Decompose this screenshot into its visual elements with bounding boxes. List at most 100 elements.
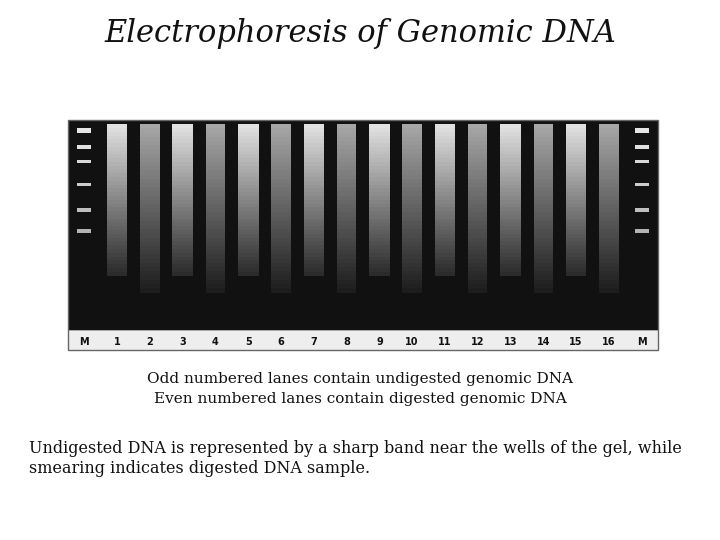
Bar <box>566 215 586 219</box>
Bar <box>238 147 258 151</box>
Bar <box>566 226 586 231</box>
Bar <box>369 128 390 132</box>
Bar <box>500 139 521 144</box>
Bar <box>107 268 127 272</box>
Bar <box>206 275 225 280</box>
Bar <box>599 254 618 259</box>
Bar <box>238 219 258 223</box>
Bar <box>468 225 487 229</box>
Bar <box>238 207 258 212</box>
Bar <box>140 150 160 154</box>
Bar <box>369 238 390 242</box>
Bar <box>468 271 487 276</box>
Bar <box>599 267 618 272</box>
Bar <box>304 158 324 163</box>
Text: 14: 14 <box>536 337 550 347</box>
Bar <box>599 288 618 293</box>
Bar <box>566 196 586 200</box>
Bar <box>500 226 521 231</box>
Bar <box>206 129 225 133</box>
Bar <box>468 124 487 129</box>
Bar <box>435 177 455 181</box>
Bar <box>238 222 258 227</box>
Bar <box>402 284 422 288</box>
Bar <box>500 177 521 181</box>
Bar <box>599 162 618 167</box>
Bar <box>468 191 487 196</box>
Bar <box>107 234 127 238</box>
Bar <box>534 174 553 179</box>
Bar <box>402 145 422 150</box>
Bar <box>337 259 356 264</box>
Bar <box>78 129 91 133</box>
Bar <box>206 254 225 259</box>
Bar <box>599 212 618 217</box>
Bar <box>337 133 356 137</box>
Bar <box>140 145 160 150</box>
Bar <box>337 280 356 284</box>
Bar <box>304 230 324 234</box>
Bar <box>173 188 193 193</box>
Bar <box>271 166 291 171</box>
Bar <box>337 137 356 141</box>
Bar <box>140 238 160 242</box>
Bar <box>635 129 649 133</box>
Bar <box>435 245 455 249</box>
Bar <box>468 212 487 217</box>
Bar <box>369 211 390 215</box>
Text: 7: 7 <box>310 337 318 347</box>
Bar <box>140 242 160 246</box>
Bar <box>206 150 225 154</box>
Bar <box>271 233 291 238</box>
Bar <box>238 177 258 181</box>
Bar <box>534 124 553 129</box>
Text: 2: 2 <box>147 337 153 347</box>
Bar <box>402 162 422 167</box>
Bar <box>534 238 553 242</box>
Bar <box>173 170 193 174</box>
Bar <box>435 256 455 261</box>
Bar <box>500 188 521 193</box>
Bar <box>500 124 521 129</box>
Bar <box>369 272 390 276</box>
Bar <box>402 183 422 188</box>
Bar <box>107 238 127 242</box>
Bar <box>369 200 390 204</box>
Bar <box>206 271 225 276</box>
Bar <box>107 185 127 189</box>
Bar <box>271 129 291 133</box>
Bar <box>140 195 160 200</box>
Bar <box>271 191 291 196</box>
Bar <box>435 188 455 193</box>
Bar <box>206 242 225 246</box>
Bar <box>369 196 390 200</box>
Bar <box>402 271 422 276</box>
Bar <box>337 174 356 179</box>
Bar <box>500 238 521 242</box>
Bar <box>271 267 291 272</box>
Bar <box>107 132 127 136</box>
Bar <box>238 234 258 238</box>
Bar <box>140 153 160 158</box>
Bar <box>435 211 455 215</box>
Bar <box>140 124 160 129</box>
Bar <box>468 153 487 158</box>
Bar <box>107 158 127 163</box>
Bar <box>140 267 160 272</box>
Bar <box>173 222 193 227</box>
Text: 4: 4 <box>212 337 219 347</box>
Bar <box>337 246 356 251</box>
Bar <box>238 185 258 189</box>
Bar <box>238 253 258 257</box>
Bar <box>206 166 225 171</box>
Bar <box>402 246 422 251</box>
Bar <box>635 229 649 233</box>
Bar <box>304 245 324 249</box>
Bar <box>566 253 586 257</box>
Bar <box>304 177 324 181</box>
Bar <box>468 150 487 154</box>
Bar <box>337 171 356 175</box>
Bar <box>534 137 553 141</box>
Bar <box>369 215 390 219</box>
Bar <box>566 249 586 253</box>
